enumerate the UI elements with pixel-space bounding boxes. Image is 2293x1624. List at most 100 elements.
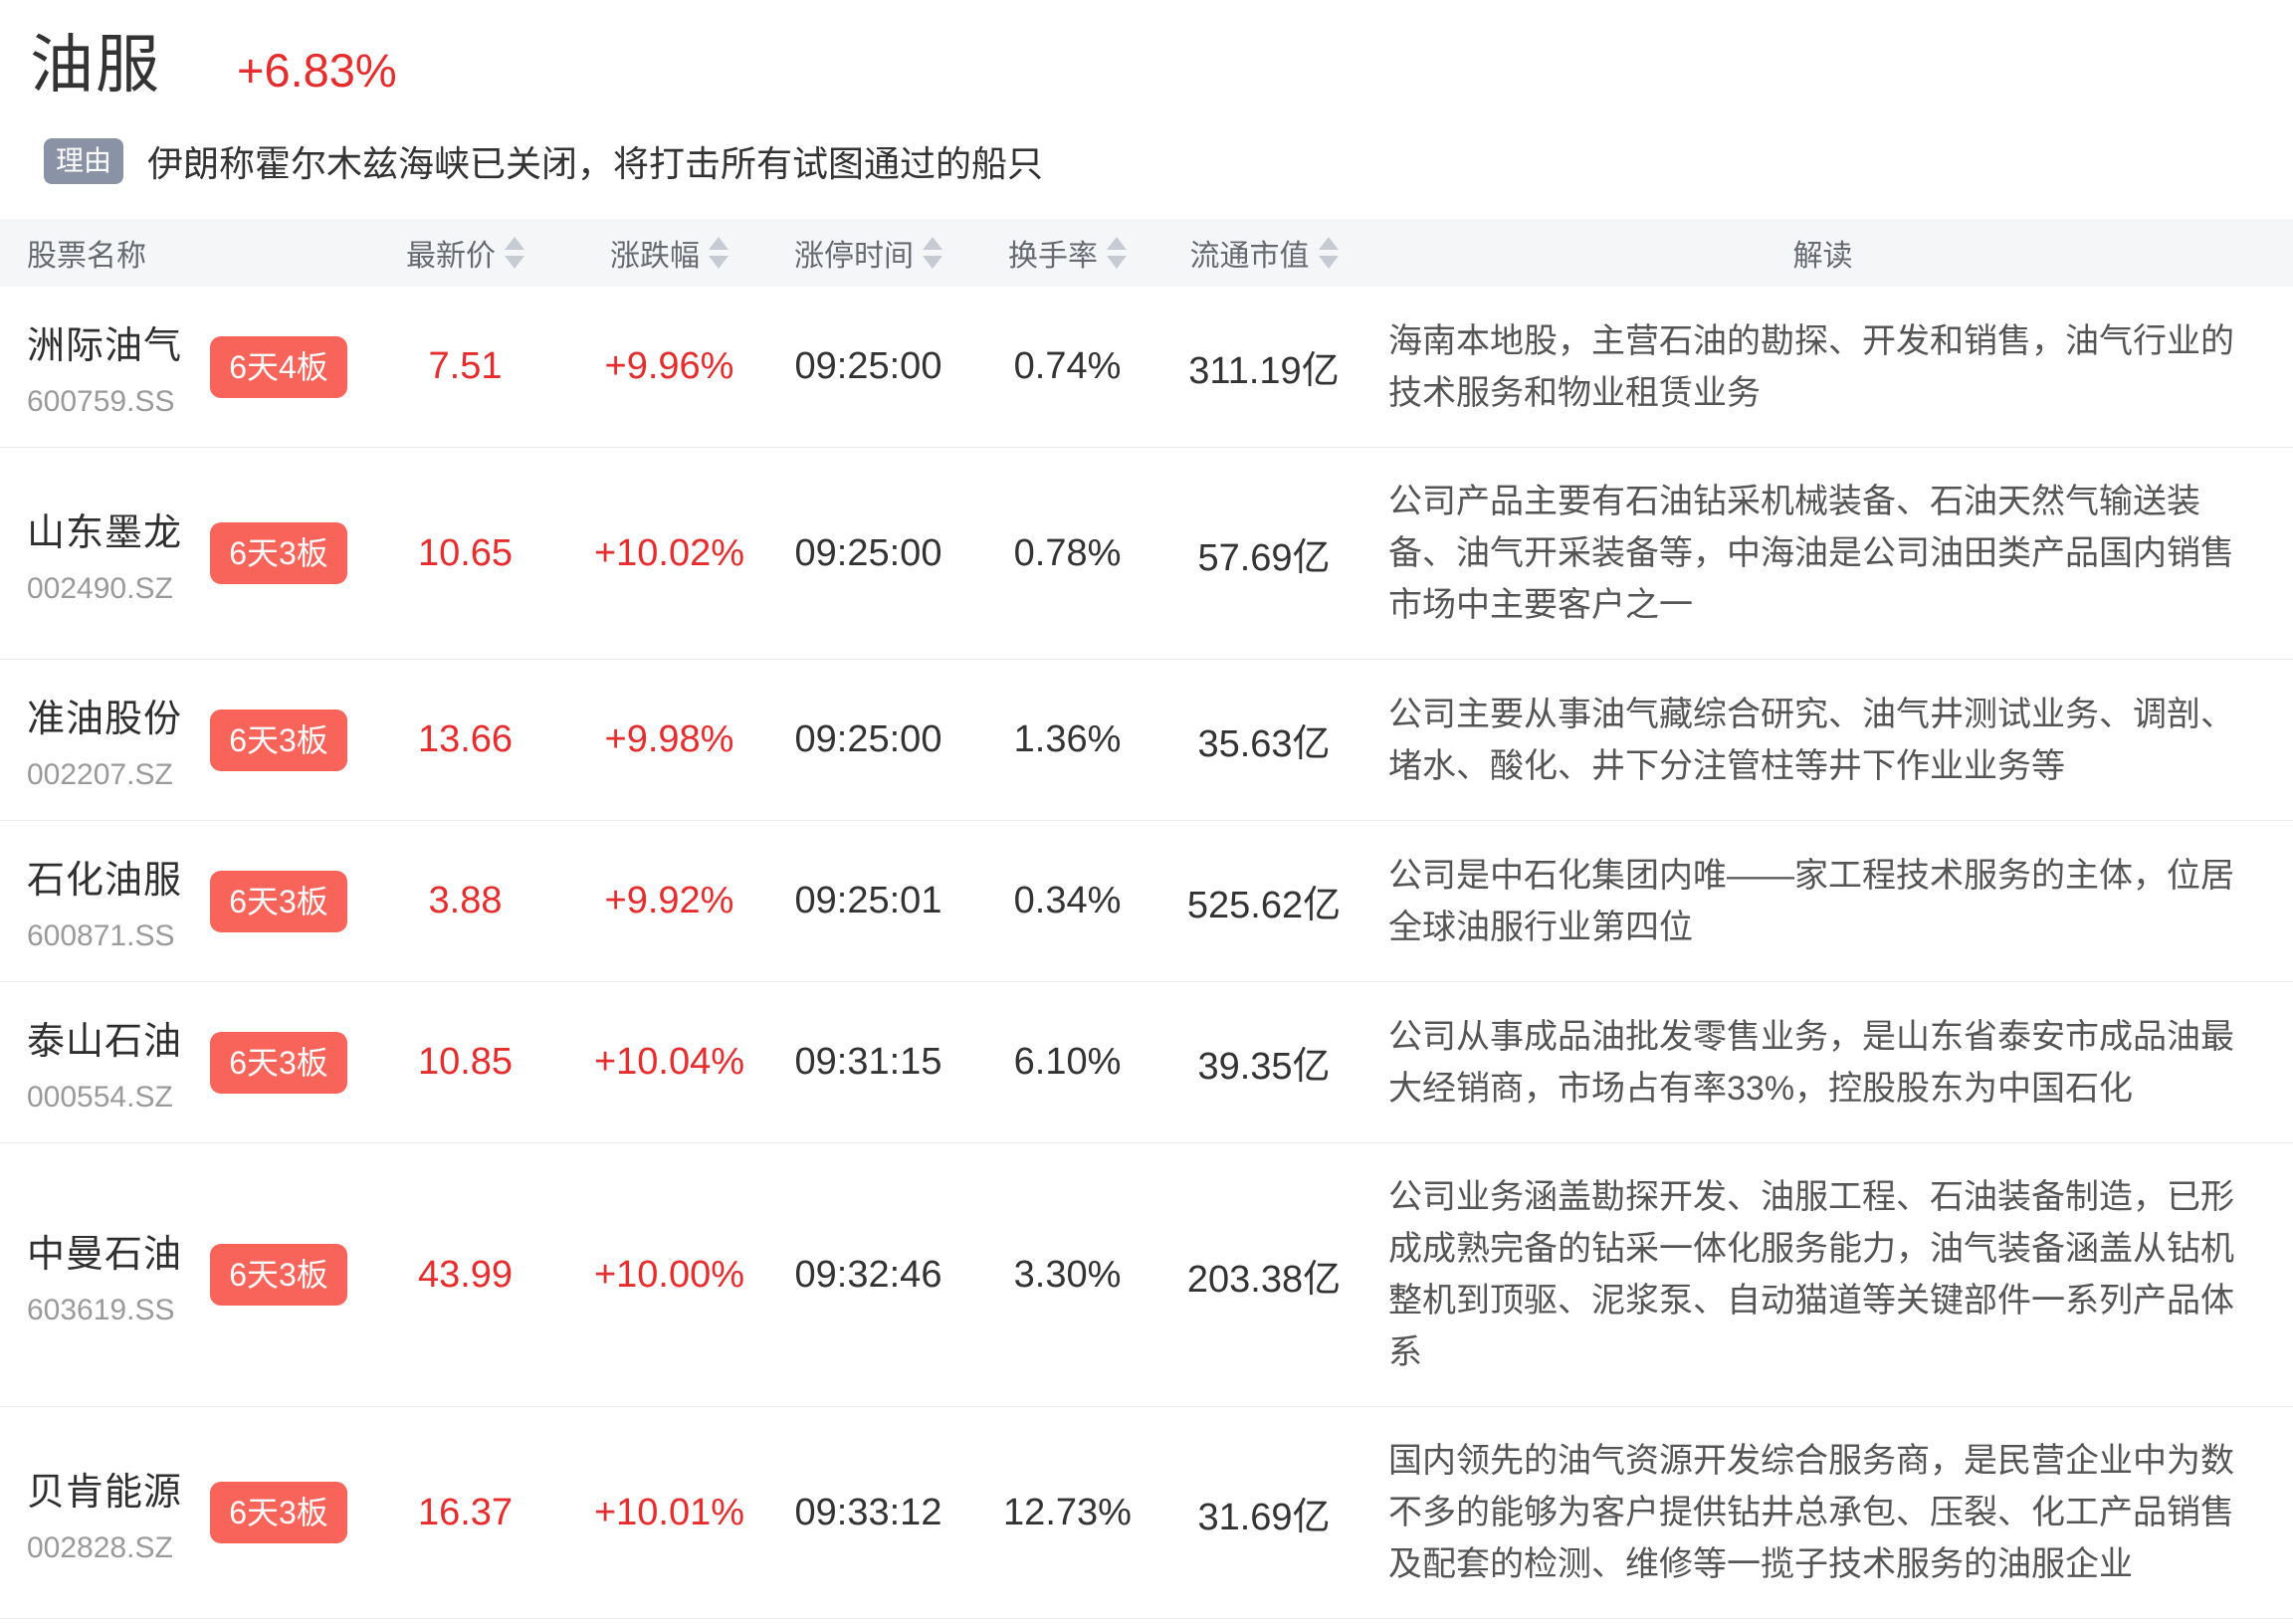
- column-header-limit-time[interactable]: 涨停时间: [766, 231, 970, 275]
- stock-code: 002828.SZ: [27, 1530, 173, 1564]
- turnover-rate-value: 0.74%: [1013, 345, 1122, 387]
- column-header-market-cap[interactable]: 流通市值: [1164, 231, 1363, 275]
- column-header-price-label: 最新价: [406, 240, 496, 273]
- stock-description: 公司业务涵盖勘探开发、油服工程、石油装备制造，已形成成熟完备的钻采一体化服务能力…: [1388, 1178, 2234, 1371]
- stock-code: 002207.SZ: [27, 758, 173, 791]
- reason-text: 伊朗称霍尔木兹海峡已关闭，将打击所有试图通过的船只: [147, 143, 1044, 184]
- table-row[interactable]: 准油股份 002207.SZ 6天3板 13.66 +9.98% 09:25:0…: [0, 659, 2293, 820]
- stock-name[interactable]: 石化油服: [27, 860, 183, 902]
- stock-name[interactable]: 准油股份: [27, 699, 183, 740]
- sort-icon: [923, 237, 942, 269]
- sort-down-icon: [709, 256, 729, 269]
- column-header-analysis: 解读: [1792, 240, 1853, 273]
- stock-code: 002490.SZ: [27, 571, 173, 605]
- limit-up-streak-badge: 6天3板: [210, 522, 347, 584]
- sector-title: 油服: [30, 29, 161, 101]
- change-percent-value: +9.96%: [604, 345, 734, 387]
- stock-name[interactable]: 贝肯能源: [27, 1471, 183, 1514]
- table-row[interactable]: 石化油服 600871.SS 6天3板 3.88 +9.92% 09:25:01…: [0, 820, 2293, 981]
- sort-icon: [709, 237, 729, 269]
- stock-name[interactable]: 中曼石油: [27, 1233, 183, 1276]
- stock-description: 海南本地股，主营石油的勘探、开发和销售，油气行业的技术服务和物业租赁业务: [1388, 321, 2234, 412]
- limit-up-streak-badge: 6天3板: [210, 1244, 347, 1306]
- latest-price-value: 16.37: [417, 1491, 514, 1533]
- table-row[interactable]: 贝肯能源 002828.SZ 6天3板 16.37 +10.01% 09:33:…: [0, 1406, 2293, 1618]
- sort-down-icon: [1318, 256, 1339, 269]
- sort-up-icon: [1107, 237, 1127, 250]
- stock-code: 000554.SZ: [27, 1081, 173, 1114]
- sort-icon: [1107, 237, 1127, 269]
- sort-up-icon: [923, 237, 942, 250]
- limit-up-time-value: 09:25:00: [794, 718, 942, 760]
- limit-up-time-value: 09:33:12: [794, 1491, 942, 1533]
- market-cap-value: 57.69亿: [1197, 536, 1331, 579]
- change-percent-value: +10.01%: [593, 1491, 745, 1533]
- turnover-rate-value: 0.34%: [1013, 880, 1122, 921]
- stock-description: 公司主要从事油气藏综合研究、油气井测试业务、调剖、堵水、酸化、井下分注管柱等井下…: [1388, 695, 2234, 785]
- limit-up-time-value: 09:25:00: [794, 531, 942, 574]
- table-row[interactable]: 洲际油气 600759.SS 6天4板 7.51 +9.96% 09:25:00…: [0, 287, 2293, 447]
- sort-up-icon: [1318, 237, 1339, 250]
- sort-down-icon: [923, 256, 942, 269]
- stock-description: 公司产品主要有石油钻采机械装备、石油天然气输送装备、油气开采装备等，中海油是公司…: [1388, 483, 2234, 624]
- column-header-change-label: 涨跌幅: [610, 240, 700, 273]
- latest-price-value: 3.88: [428, 880, 503, 921]
- sort-up-icon: [505, 237, 524, 250]
- limit-up-time-value: 09:25:01: [794, 880, 942, 921]
- sort-up-icon: [709, 237, 729, 250]
- market-cap-value: 35.63亿: [1197, 723, 1331, 765]
- stock-name[interactable]: 泰山石油: [27, 1021, 183, 1063]
- stock-code: 603619.SS: [27, 1293, 175, 1326]
- table-row[interactable]: 中油工程 600339.SS 6天3板 5.13 +10.09% 09:33:4…: [0, 1618, 2293, 1624]
- sort-icon: [1318, 237, 1339, 269]
- limit-up-streak-badge: 6天4板: [210, 335, 347, 398]
- market-cap-value: 525.62亿: [1186, 885, 1342, 926]
- change-percent-value: +10.04%: [593, 1041, 745, 1083]
- sort-down-icon: [505, 256, 524, 269]
- turnover-rate-value: 12.73%: [1003, 1491, 1132, 1533]
- limit-up-streak-badge: 6天3板: [210, 709, 347, 771]
- change-percent-value: +10.00%: [593, 1253, 745, 1296]
- table-row[interactable]: 中曼石油 603619.SS 6天3板 43.99 +10.00% 09:32:…: [0, 1142, 2293, 1406]
- latest-price-value: 43.99: [417, 1253, 514, 1296]
- stock-name[interactable]: 山东墨龙: [27, 511, 183, 554]
- limit-up-time-value: 09:32:46: [794, 1253, 942, 1296]
- stock-code: 600871.SS: [27, 919, 175, 952]
- page-header: 油服 +6.83% 理由 伊朗称霍尔木兹海峡已关闭，将打击所有试图通过的船只: [0, 0, 2293, 187]
- market-cap-value: 31.69亿: [1197, 1496, 1331, 1538]
- column-header-turnover-label: 换手率: [1008, 240, 1098, 273]
- column-header-market-cap-label: 流通市值: [1189, 240, 1310, 273]
- column-header-limit-time-label: 涨停时间: [794, 240, 914, 273]
- limit-up-streak-badge: 6天3板: [210, 1482, 347, 1543]
- limit-up-streak-badge: 6天3板: [210, 870, 347, 932]
- limit-up-time-value: 09:25:00: [794, 345, 942, 387]
- market-cap-value: 311.19亿: [1188, 350, 1340, 392]
- column-header-price[interactable]: 最新价: [358, 231, 572, 275]
- sector-change-percent: +6.83%: [237, 44, 397, 97]
- turnover-rate-value: 6.10%: [1013, 1041, 1122, 1083]
- limit-up-streak-badge: 6天3板: [210, 1031, 347, 1094]
- latest-price-value: 10.65: [417, 531, 514, 574]
- sort-down-icon: [1107, 256, 1127, 269]
- limit-up-time-value: 09:31:15: [794, 1041, 942, 1083]
- stock-table-body: 洲际油气 600759.SS 6天4板 7.51 +9.96% 09:25:00…: [0, 287, 2293, 1624]
- stock-name[interactable]: 洲际油气: [27, 325, 183, 367]
- stock-code: 600759.SS: [27, 385, 175, 418]
- turnover-rate-value: 1.36%: [1013, 718, 1122, 760]
- latest-price-value: 13.66: [417, 718, 514, 760]
- stock-description: 公司是中石化集团内唯——家工程技术服务的主体，位居全球油服行业第四位: [1388, 856, 2234, 946]
- stock-description: 国内领先的油气资源开发综合服务商，是民营企业中为数不多的能够为客户提供钻井总承包…: [1388, 1442, 2234, 1583]
- column-header-change[interactable]: 涨跌幅: [572, 231, 766, 275]
- change-percent-value: +9.92%: [604, 880, 734, 921]
- change-percent-value: +10.02%: [593, 531, 745, 574]
- turnover-rate-value: 0.78%: [1013, 531, 1122, 574]
- column-header-turnover[interactable]: 换手率: [970, 231, 1164, 275]
- sort-icon: [505, 237, 524, 269]
- change-percent-value: +9.98%: [604, 718, 734, 760]
- column-header-stock-name: 股票名称: [27, 240, 146, 273]
- table-row[interactable]: 山东墨龙 002490.SZ 6天3板 10.65 +10.02% 09:25:…: [0, 447, 2293, 659]
- latest-price-value: 7.51: [428, 345, 503, 387]
- reason-badge: 理由: [44, 138, 124, 184]
- table-row[interactable]: 泰山石油 000554.SZ 6天3板 10.85 +10.04% 09:31:…: [0, 981, 2293, 1142]
- stock-description: 公司从事成品油批发零售业务，是山东省泰安市成品油最大经销商，市场占有率33%，控…: [1388, 1017, 2234, 1108]
